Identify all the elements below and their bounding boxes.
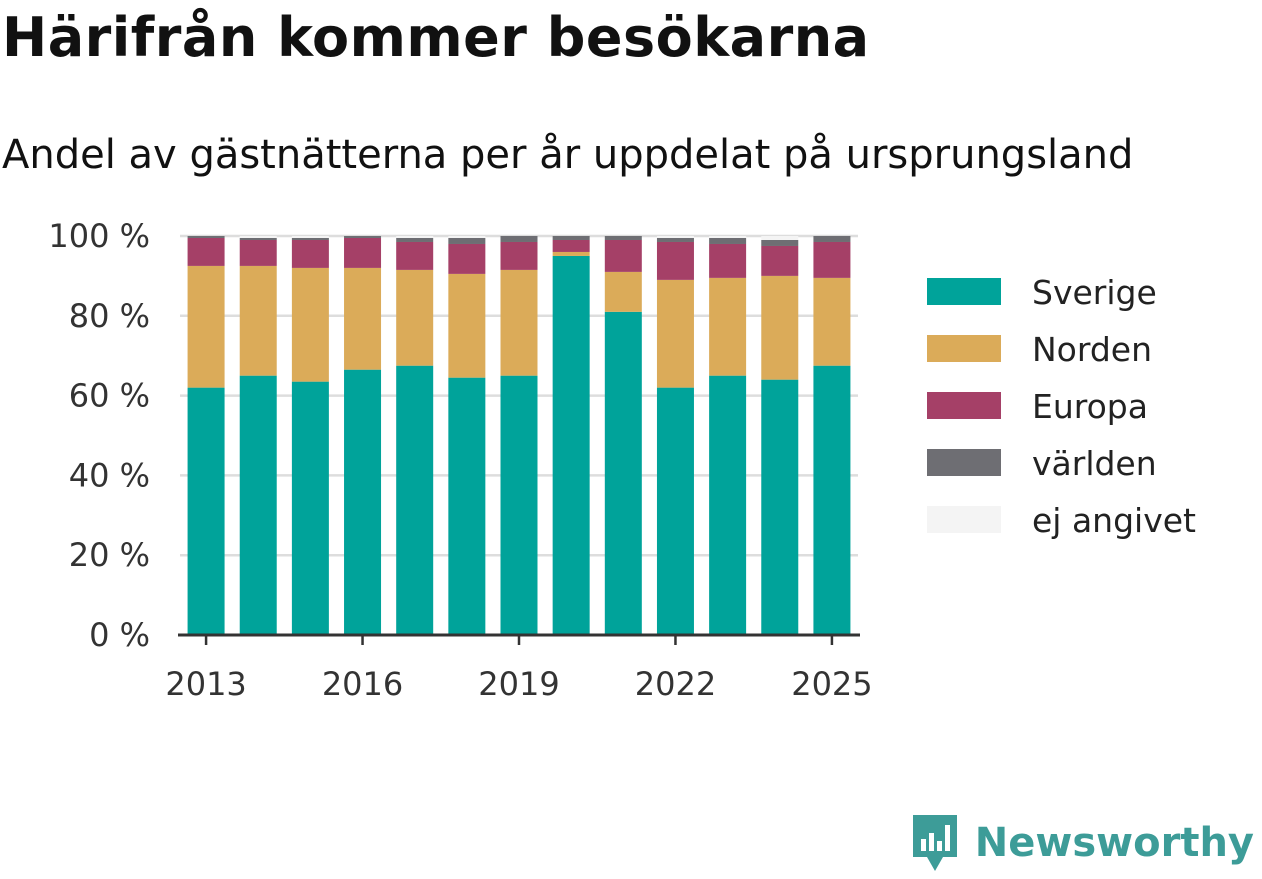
legend-swatch	[927, 449, 1001, 476]
bar-segment	[604, 236, 642, 240]
y-tick-label: 60 %	[69, 377, 150, 415]
bar-segment	[656, 241, 694, 280]
legend-label: Sverige	[1032, 273, 1157, 312]
bar-segment	[396, 236, 434, 238]
x-tick-label: 2019	[478, 665, 559, 703]
bar-segment	[291, 237, 329, 240]
bar-segment	[187, 236, 225, 238]
legend-label: ej angivet	[1032, 501, 1196, 540]
bar-segment	[396, 365, 434, 635]
bar-segment	[709, 277, 747, 376]
bar-segment	[604, 271, 642, 312]
legend-label: Norden	[1032, 330, 1152, 369]
bar-segment	[604, 239, 642, 272]
legend-swatch	[927, 392, 1001, 419]
y-tick-label: 80 %	[69, 297, 150, 335]
legend-label: världen	[1032, 444, 1157, 483]
bar-segment	[291, 381, 329, 635]
bar-segment	[656, 387, 694, 635]
x-tick-label: 2025	[791, 665, 872, 703]
bar-segment	[552, 255, 590, 635]
bar-segment	[448, 243, 486, 274]
x-tick-label: 2013	[165, 665, 246, 703]
bar-segment	[552, 239, 590, 252]
y-tick-label: 0 %	[89, 616, 150, 654]
bar-segment	[448, 237, 486, 244]
bar-segment	[761, 236, 799, 240]
legend-swatch	[927, 335, 1001, 362]
bar-segment	[761, 379, 799, 635]
bar-segment	[344, 267, 382, 370]
bar-segment	[656, 237, 694, 242]
bar-segment	[239, 375, 277, 635]
newsworthy-logo-icon	[912, 815, 957, 871]
bar-segment	[448, 377, 486, 635]
bar-segment	[813, 365, 851, 635]
bar-segment	[709, 375, 747, 635]
bar-segment	[813, 277, 851, 366]
bar-segment	[709, 236, 747, 238]
bar-segment	[761, 245, 799, 276]
y-tick-label: 100 %	[48, 217, 150, 255]
bar-segment	[709, 237, 747, 244]
bar-segment	[291, 239, 329, 268]
bar-segment	[813, 236, 851, 242]
bar-segment	[448, 236, 486, 238]
bar-segment	[344, 369, 382, 635]
bar-segment	[239, 265, 277, 376]
bar-segment	[396, 237, 434, 242]
axes: 0 % 20 % 40 % 60 % 80 % 100 % 2013 2016 2019 2022…	[48, 217, 872, 703]
bar-segment	[344, 237, 382, 268]
bar-segment	[761, 275, 799, 380]
bar-segment	[187, 265, 225, 388]
legend-label: Europa	[1032, 387, 1148, 426]
chart-title: Härifrån kommer besökarna	[2, 6, 870, 69]
legend-swatch	[927, 506, 1001, 533]
bar-segment	[656, 236, 694, 238]
bar-segment	[239, 236, 277, 238]
brand-name: Newsworthy	[974, 820, 1254, 866]
y-tick-label: 40 %	[69, 456, 150, 494]
bar-segment	[396, 241, 434, 270]
bar-segment	[239, 239, 277, 266]
bar-segment	[500, 269, 538, 376]
bar-segment	[604, 311, 642, 635]
legend-swatch	[927, 278, 1001, 305]
bar-segment	[187, 237, 225, 266]
bar-segment	[396, 269, 434, 366]
bar-segment	[344, 236, 382, 238]
bar-segment	[500, 236, 538, 242]
bar-segment	[552, 236, 590, 240]
brand-logo: Newsworthy	[909, 813, 1254, 873]
y-tick-label: 20 %	[69, 536, 150, 574]
bar-segment	[709, 243, 747, 278]
chart-subtitle: Andel av gästnätterna per år uppdelat på…	[2, 132, 1134, 178]
bar-segment	[239, 237, 277, 240]
x-tick-label: 2022	[635, 665, 716, 703]
bar-segment	[552, 251, 590, 256]
bar-segment	[500, 241, 538, 270]
bar-segment	[291, 267, 329, 382]
bar-segment	[656, 279, 694, 388]
bar-segment	[500, 375, 538, 635]
bar-segment	[291, 236, 329, 238]
bars	[187, 236, 851, 635]
bar-segment	[813, 241, 851, 278]
bar-segment	[448, 273, 486, 378]
x-tick-label: 2016	[322, 665, 403, 703]
bar-segment	[187, 387, 225, 635]
legend: Sverige Norden Europa världen ej angivet	[927, 273, 1196, 540]
bar-segment	[761, 239, 799, 246]
